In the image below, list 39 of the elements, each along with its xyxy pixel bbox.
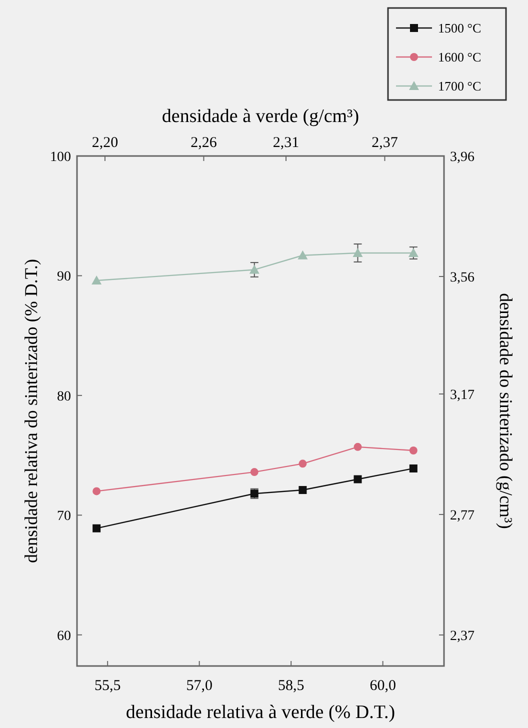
y2-tick-label: 2,37 [450, 628, 474, 644]
point [298, 486, 307, 494]
point [250, 468, 258, 476]
y-tick-label: 100 [50, 150, 71, 165]
point [354, 475, 362, 484]
legend-label: 1700 °C [438, 78, 482, 94]
point [409, 464, 418, 472]
point [408, 248, 418, 257]
x-tick-label: 60,0 [370, 678, 396, 694]
point [249, 264, 260, 274]
point [352, 248, 363, 257]
x-tick-label: 58,5 [278, 678, 304, 694]
x2-tick-label: 2,26 [190, 135, 218, 151]
point [92, 524, 101, 532]
legend-label: 1500 °C [438, 20, 482, 36]
point [354, 442, 362, 451]
y-tick-label: 70 [57, 509, 71, 524]
x2-tick-label: 2,31 [272, 135, 300, 151]
point [92, 276, 102, 285]
y2-tick-label: 3,56 [450, 270, 474, 286]
x2-tick-label: 2,37 [372, 135, 398, 151]
y2-axis-title: densidade do sinterizado (g/cm³) [496, 293, 516, 529]
point [409, 446, 418, 455]
point [298, 250, 308, 260]
x-tick-label: 57,0 [186, 678, 212, 694]
y2-tick-label: 3,96 [450, 150, 474, 165]
y2-tick-label: 3,17 [450, 388, 474, 403]
x-axis-title: densidade relativa à verde (% D.T.) [126, 702, 396, 723]
y-tick-label: 60 [57, 628, 71, 644]
y-tick-label: 90 [57, 270, 71, 285]
point [92, 487, 101, 496]
x2-axis-title: densidade à verde (g/cm³) [162, 106, 360, 127]
y2-tick-label: 2,77 [450, 508, 474, 524]
x-tick-label: 55,5 [94, 678, 121, 694]
y-tick-label: 80 [57, 389, 71, 404]
x2-tick-label: 2,20 [92, 135, 118, 151]
legend-label: 1600 °C [438, 50, 482, 65]
y-axis-title: densidade relativa do sinterizado (% D.T.) [21, 258, 41, 564]
point [298, 460, 307, 468]
